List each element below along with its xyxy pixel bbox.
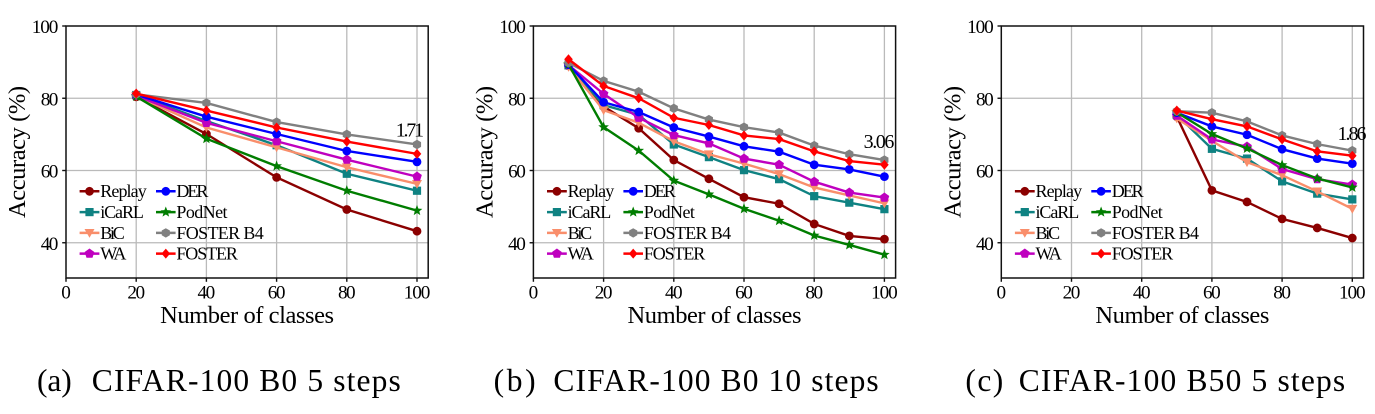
svg-text:80: 80 (805, 283, 823, 304)
svg-text:iCaRL: iCaRL (1036, 202, 1080, 222)
svg-text:Number of classes: Number of classes (628, 302, 802, 329)
svg-text:Accuracy (%): Accuracy (%) (4, 86, 31, 218)
svg-text:80: 80 (41, 89, 59, 110)
svg-text:40: 40 (41, 234, 59, 255)
svg-text:Number of classes: Number of classes (160, 302, 334, 329)
svg-text:DER: DER (176, 181, 208, 201)
svg-text:60: 60 (41, 162, 59, 183)
svg-text:100: 100 (967, 17, 994, 38)
svg-text:iCaRL: iCaRL (568, 202, 612, 222)
svg-text:BiC: BiC (568, 223, 593, 243)
svg-text:40: 40 (1133, 283, 1151, 304)
svg-text:iCaRL: iCaRL (100, 202, 144, 222)
svg-text:(c): (c) (965, 363, 1003, 398)
svg-text:PodNet: PodNet (176, 202, 227, 222)
svg-text:100: 100 (499, 17, 526, 38)
svg-text:Replay: Replay (100, 181, 147, 201)
svg-text:40: 40 (665, 283, 683, 304)
svg-text:CIFAR-100 B0 5 steps: CIFAR-100 B0 5 steps (92, 363, 401, 398)
svg-text:80: 80 (976, 89, 994, 110)
svg-text:DER: DER (1112, 181, 1144, 201)
svg-text:FOSTER B4: FOSTER B4 (644, 223, 731, 243)
svg-text:PodNet: PodNet (644, 202, 695, 222)
svg-text:(b): (b) (494, 363, 536, 398)
svg-text:1.86: 1.86 (1338, 123, 1367, 145)
svg-text:FOSTER: FOSTER (1112, 244, 1174, 264)
svg-text:100: 100 (32, 17, 59, 38)
svg-text:0: 0 (529, 283, 539, 304)
svg-text:100: 100 (871, 283, 898, 304)
svg-text:1.71: 1.71 (396, 120, 424, 142)
svg-text:100: 100 (1339, 283, 1366, 304)
svg-text:0: 0 (61, 283, 71, 304)
svg-text:PodNet: PodNet (1112, 202, 1163, 222)
svg-text:0: 0 (997, 283, 1007, 304)
svg-text:CIFAR-100 B50 5 steps: CIFAR-100 B50 5 steps (1019, 363, 1345, 398)
svg-text:40: 40 (508, 234, 526, 255)
svg-text:Accuracy (%): Accuracy (%) (471, 86, 498, 218)
svg-text:60: 60 (976, 162, 994, 183)
svg-text:FOSTER: FOSTER (644, 244, 706, 264)
svg-text:3.06: 3.06 (864, 131, 895, 153)
svg-text:FOSTER: FOSTER (176, 244, 238, 264)
svg-text:100: 100 (404, 283, 431, 304)
svg-text:BiC: BiC (100, 223, 125, 243)
svg-text:Number of classes: Number of classes (1095, 302, 1269, 329)
svg-text:FOSTER B4: FOSTER B4 (176, 223, 263, 243)
svg-text:20: 20 (127, 283, 145, 304)
svg-text:80: 80 (508, 89, 526, 110)
svg-text:Replay: Replay (1036, 181, 1083, 201)
svg-text:80: 80 (1273, 283, 1291, 304)
svg-text:60: 60 (268, 283, 286, 304)
svg-text:60: 60 (735, 283, 753, 304)
svg-text:FOSTER B4: FOSTER B4 (1112, 223, 1199, 243)
svg-text:20: 20 (595, 283, 613, 304)
svg-text:WA: WA (100, 244, 126, 264)
svg-text:80: 80 (338, 283, 356, 304)
svg-text:Replay: Replay (568, 181, 615, 201)
svg-text:40: 40 (198, 283, 216, 304)
svg-text:Accuracy (%): Accuracy (%) (939, 86, 966, 218)
svg-text:CIFAR-100 B0 10 steps: CIFAR-100 B0 10 steps (553, 363, 878, 398)
svg-text:40: 40 (976, 234, 994, 255)
svg-text:60: 60 (1203, 283, 1221, 304)
svg-text:20: 20 (1063, 283, 1081, 304)
svg-text:60: 60 (508, 162, 526, 183)
svg-text:WA: WA (568, 244, 594, 264)
svg-text:WA: WA (1036, 244, 1062, 264)
svg-text:DER: DER (644, 181, 676, 201)
svg-text:(a): (a) (37, 363, 72, 398)
svg-text:BiC: BiC (1036, 223, 1061, 243)
